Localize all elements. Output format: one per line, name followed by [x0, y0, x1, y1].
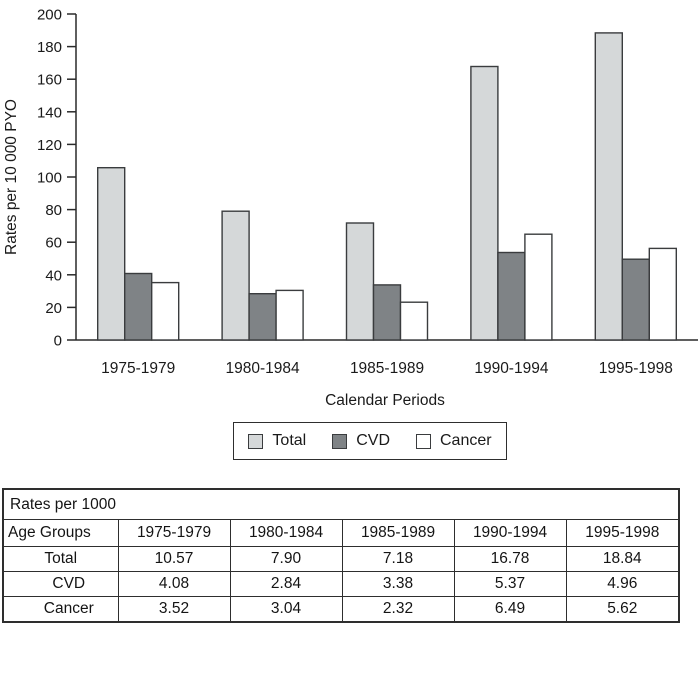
cell-cvd-2: 2.84: [229, 571, 343, 597]
x-category-label: 1995-1998: [599, 360, 673, 377]
y-tick-label: 140: [37, 104, 62, 121]
cell-cancer-4: 6.49: [453, 596, 567, 623]
cell-cancer-3: 2.32: [341, 596, 455, 623]
cell-cvd-1: 4.08: [117, 571, 231, 597]
bar-cvd-1985-1989: [372, 284, 402, 341]
bar-cvd-1990-1994: [497, 251, 526, 341]
header-period-2: 1980-1984: [229, 519, 343, 547]
y-tick-label: 60: [45, 235, 62, 252]
y-tick-label: 100: [37, 170, 62, 187]
legend-label-total: Total: [272, 432, 307, 449]
cell-total-5: 18.84: [565, 546, 680, 572]
table-row-cancer: Cancer 3.52 3.04 2.32 6.49 5.62: [2, 596, 680, 623]
legend-item-total: Total: [248, 432, 306, 450]
row-label-cvd: CVD: [2, 571, 119, 597]
y-tick-label: 80: [45, 202, 62, 219]
y-tick-label: 40: [45, 267, 62, 284]
y-tick-label: 200: [37, 7, 62, 24]
table-header-row: Age Groups 1975-1979 1980-1984 1985-1989…: [2, 519, 680, 547]
rates-table: Rates per 1000 Age Groups 1975-1979 1980…: [2, 488, 681, 623]
y-tick-label: 160: [37, 72, 62, 89]
x-category-label: 1975-1979: [101, 360, 175, 377]
bar-total-1990-1994: [470, 65, 499, 341]
y-tick-label: 120: [37, 137, 62, 154]
bar-cancer-1980-1984: [275, 289, 304, 341]
x-category-label: 1980-1984: [226, 360, 301, 377]
legend-swatch-cvd-icon: [332, 433, 348, 449]
table-row-total: Total 10.57 7.90 7.18 16.78 18.84: [2, 546, 680, 572]
x-category-label: 1990-1994: [474, 360, 549, 377]
bar-cancer-1990-1994: [524, 233, 553, 341]
bar-total-1985-1989: [345, 222, 375, 341]
bar-total-1995-1998: [594, 32, 623, 341]
cell-total-2: 7.90: [229, 546, 343, 572]
header-period-3: 1985-1989: [341, 519, 455, 547]
cell-cancer-5: 5.62: [565, 596, 680, 623]
x-category-label: 1985-1989: [350, 360, 424, 377]
cell-cvd-5: 4.96: [565, 571, 680, 597]
legend-swatch-total-icon: [248, 433, 264, 449]
cell-cvd-3: 3.38: [341, 571, 455, 597]
bar-cvd-1975-1979: [123, 272, 153, 341]
legend-swatch-cancer-icon: [416, 433, 431, 449]
header-period-4: 1990-1994: [453, 519, 567, 547]
x-axis-title: Calendar Periods: [325, 392, 445, 409]
table-title-row: Rates per 1000: [2, 488, 680, 520]
cell-total-1: 10.57: [117, 546, 231, 572]
row-label-total: Total: [2, 546, 119, 572]
bar-cancer-1995-1998: [648, 247, 677, 341]
bar-chart: 0 20 40 60 80 100 120 140 160 180 200 1975-1979 1980…: [3, 7, 698, 409]
bar-total-1980-1984: [221, 210, 250, 341]
y-tick-label: 0: [54, 333, 62, 350]
bar-total-1975-1979: [96, 166, 126, 341]
bar-cancer-1975-1979: [150, 281, 180, 341]
legend-item-cancer: Cancer: [416, 432, 492, 450]
row-label-cancer: Cancer: [2, 596, 119, 623]
bar-cvd-1980-1984: [248, 293, 277, 341]
legend-label-cancer: Cancer: [440, 432, 492, 449]
table-title: Rates per 1000: [2, 488, 680, 520]
bar-cvd-1995-1998: [621, 258, 650, 341]
chart-legend: Total CVD Cancer: [233, 422, 507, 460]
header-period-5: 1995-1998: [565, 519, 680, 547]
y-axis-title: Rates per 10 000 PYO: [3, 99, 20, 255]
legend-item-cvd: CVD: [332, 432, 390, 450]
cell-cancer-1: 3.52: [117, 596, 231, 623]
bar-cancer-1985-1989: [399, 301, 429, 341]
cell-total-4: 16.78: [453, 546, 567, 572]
cell-total-3: 7.18: [341, 546, 455, 572]
y-tick-label: 180: [37, 39, 62, 56]
header-age-groups: Age Groups: [2, 519, 119, 547]
table-row-cvd: CVD 4.08 2.84 3.38 5.37 4.96: [2, 571, 680, 597]
header-period-1: 1975-1979: [117, 519, 231, 547]
cell-cancer-2: 3.04: [229, 596, 343, 623]
y-tick-label: 20: [45, 300, 62, 317]
cell-cvd-4: 5.37: [453, 571, 567, 597]
legend-label-cvd: CVD: [356, 432, 390, 449]
